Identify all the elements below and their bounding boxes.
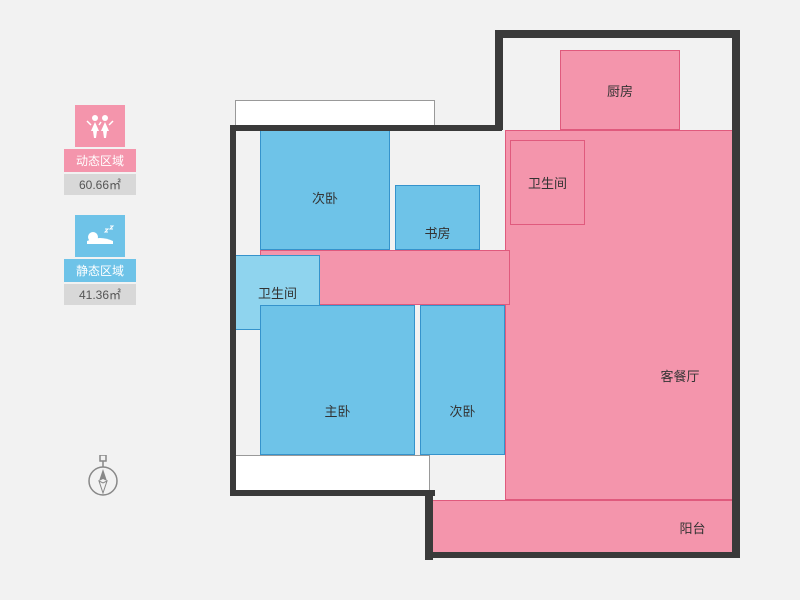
room-label-bath1: 卫生间 <box>528 173 567 192</box>
wall-3 <box>495 30 503 130</box>
legend-static-label: 静态区域 <box>64 259 136 282</box>
room-label-kitchen: 厨房 <box>607 81 633 100</box>
room-label-study: 书房 <box>424 223 450 242</box>
room-bed2a: 次卧 <box>260 125 390 250</box>
wall-2 <box>732 125 740 555</box>
wall-8 <box>425 552 740 558</box>
people-icon <box>75 105 125 147</box>
floorplan: 厨房客餐厅卫生间阳台次卧书房卫生间主卧次卧 <box>220 20 760 580</box>
legend-static-value: 41.36㎡ <box>64 284 136 305</box>
legend-dynamic-label: 动态区域 <box>64 149 136 172</box>
room-label-bath2: 卫生间 <box>258 283 297 302</box>
room-study: 书房 <box>395 185 480 250</box>
wall-5 <box>230 125 236 495</box>
wall-6 <box>230 490 435 496</box>
legend-dynamic-value: 60.66㎡ <box>64 174 136 195</box>
room-bed2b: 次卧 <box>420 305 505 455</box>
room-label-living: 客餐厅 <box>660 366 699 385</box>
room-bath1: 卫生间 <box>510 140 585 225</box>
balcony-frame-1 <box>235 455 430 495</box>
room-label-balcony: 阳台 <box>679 518 705 537</box>
wall-4 <box>230 125 502 131</box>
room-label-master: 主卧 <box>324 401 350 420</box>
room-label-bed2b: 次卧 <box>449 401 475 420</box>
room-kitchen: 厨房 <box>560 50 680 130</box>
compass-icon <box>85 455 121 502</box>
room-balcony: 阳台 <box>430 500 735 555</box>
room-master: 主卧 <box>260 305 415 455</box>
wall-0 <box>495 30 740 38</box>
legend-panel: 动态区域 60.66㎡ 静态区域 41.36㎡ <box>60 105 140 325</box>
sleep-icon <box>75 215 125 257</box>
wall-1 <box>732 30 740 130</box>
legend-static: 静态区域 41.36㎡ <box>60 215 140 305</box>
room-label-bed2a: 次卧 <box>312 188 338 207</box>
wall-7 <box>425 490 433 560</box>
legend-dynamic: 动态区域 60.66㎡ <box>60 105 140 195</box>
